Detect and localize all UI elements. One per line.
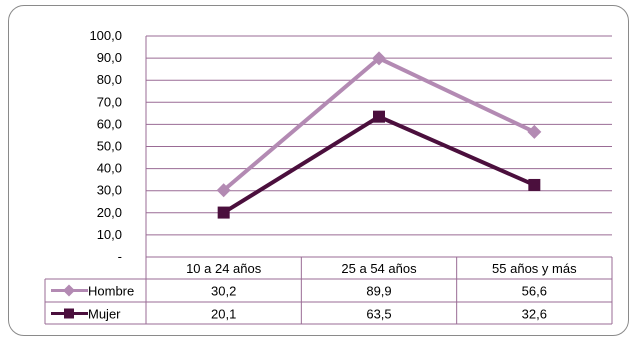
legend-label: Hombre bbox=[88, 284, 134, 299]
y-tick-label: - bbox=[118, 249, 122, 264]
series-line-mujer bbox=[222, 114, 536, 215]
y-tick-label: 30,0 bbox=[97, 183, 122, 198]
y-tick-label: 60,0 bbox=[97, 116, 122, 131]
legend-label: Mujer bbox=[88, 307, 121, 322]
data-table-value: 20,1 bbox=[211, 307, 236, 322]
data-point bbox=[217, 206, 230, 219]
data-table-value: 89,9 bbox=[366, 284, 391, 299]
data-table-value: 30,2 bbox=[211, 284, 236, 299]
data-point bbox=[527, 124, 542, 139]
y-tick-label: 10,0 bbox=[97, 227, 122, 242]
data-point bbox=[528, 178, 541, 191]
data-table-value: 56,6 bbox=[522, 284, 547, 299]
y-tick-label: 90,0 bbox=[97, 50, 122, 65]
y-tick-label: 80,0 bbox=[97, 72, 122, 87]
data-point bbox=[372, 51, 386, 66]
legend-key-marker bbox=[64, 308, 74, 319]
chart-frame bbox=[8, 5, 629, 336]
y-tick-label: 40,0 bbox=[97, 161, 122, 176]
data-table-value: 32,6 bbox=[522, 307, 547, 322]
data-point bbox=[373, 110, 385, 123]
y-tick-label: 20,0 bbox=[97, 205, 122, 220]
y-tick-label: 70,0 bbox=[97, 94, 122, 109]
legend-key-marker bbox=[63, 284, 75, 297]
category-label: 55 años y más bbox=[492, 261, 577, 276]
y-tick-label: 100,0 bbox=[89, 28, 122, 43]
data-point bbox=[216, 183, 231, 198]
y-tick-label: 50,0 bbox=[97, 139, 122, 154]
category-label: 25 a 54 años bbox=[341, 261, 417, 276]
data-table-value: 63,5 bbox=[366, 307, 391, 322]
category-label: 10 a 24 años bbox=[186, 261, 262, 276]
